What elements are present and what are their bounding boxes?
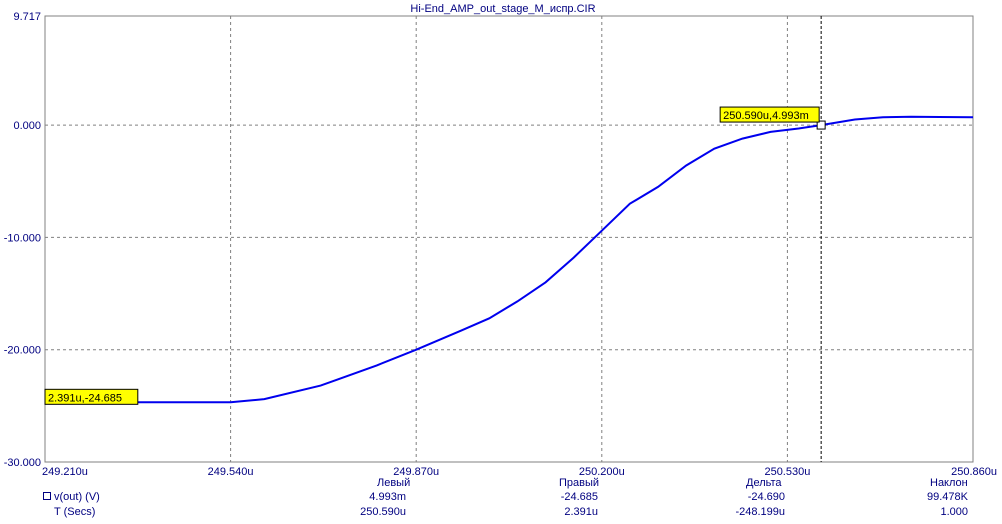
- axes: 249.210u 249.540u 249.870u 250.200u 250.530u…: [4, 11, 997, 477]
- x-tick-label: 249.870u: [393, 466, 439, 477]
- chart-area[interactable]: Hi-End_AMP_out_stage_M_испр.CIR 249.210u…: [0, 0, 1002, 477]
- series-color-box[interactable]: [43, 492, 51, 500]
- cursor-marker[interactable]: [816, 120, 826, 130]
- header-slope: Наклон: [930, 477, 968, 489]
- left-cursor-label: 2.391u,-24.685: [48, 392, 122, 404]
- time-delta: -248.199u: [735, 506, 785, 518]
- y-tick-label: -30.000: [4, 457, 41, 469]
- header-right: Правый: [559, 477, 600, 489]
- series-line-vout: [45, 115, 974, 404]
- header-delta: Дельта: [746, 477, 782, 489]
- row-label-vout[interactable]: v(out) (V): [54, 491, 100, 503]
- y-tick-label: -10.000: [4, 232, 41, 244]
- cursor-readout: Левый Правый Дельта Наклон v(out) (V) 4.…: [0, 477, 1002, 524]
- x-tick-label: 249.210u: [42, 466, 88, 477]
- cursor-layer[interactable]: 2.391u,-24.685 250.590u,4.993m: [44, 16, 826, 462]
- x-tick-label: 250.530u: [764, 466, 810, 477]
- x-tick-label: 250.200u: [579, 466, 625, 477]
- chart-title: Hi-End_AMP_out_stage_M_испр.CIR: [410, 3, 595, 15]
- vout-left: 4.993m: [369, 491, 406, 503]
- x-tick-label: 250.860u: [951, 466, 997, 477]
- vout-delta: -24.690: [747, 491, 785, 503]
- time-right: 2.391u: [564, 506, 598, 518]
- time-slope: 1.000: [940, 506, 968, 518]
- y-tick-label: 9.717: [13, 11, 41, 23]
- series-layer: [45, 115, 974, 404]
- time-left: 250.590u: [360, 506, 406, 518]
- vout-right: -24.685: [560, 491, 598, 503]
- row-label-time: T (Secs): [54, 506, 96, 518]
- left-cursor-label-box: [44, 388, 139, 405]
- y-tick-label: 0.000: [13, 120, 41, 132]
- right-cursor-label: 250.590u,4.993m: [723, 110, 809, 122]
- x-tick-label: 249.540u: [208, 466, 254, 477]
- y-tick-label: -20.000: [4, 345, 41, 357]
- header-left: Левый: [377, 477, 411, 489]
- vout-slope: 99.478K: [927, 491, 968, 503]
- grid: [45, 16, 973, 462]
- right-cursor-label-box: [719, 106, 820, 123]
- plot-frame: [44, 15, 974, 463]
